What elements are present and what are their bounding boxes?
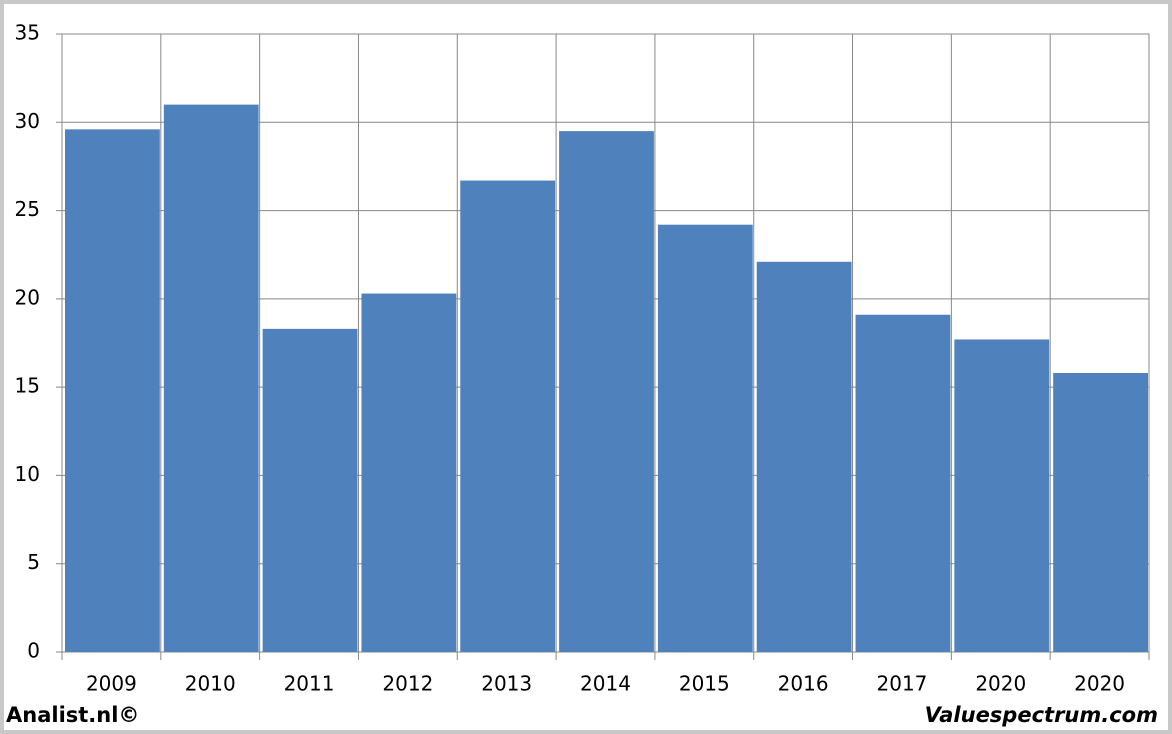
- bar: [361, 293, 457, 652]
- bar: [954, 339, 1050, 652]
- x-tick-label: 2017: [877, 672, 928, 696]
- y-tick-label: 0: [27, 639, 40, 663]
- y-tick-label: 10: [15, 462, 40, 486]
- y-tick-label: 35: [15, 21, 40, 45]
- bar: [262, 328, 358, 652]
- x-tick-label: 2016: [778, 672, 829, 696]
- x-tick-label: 2011: [284, 672, 335, 696]
- bar: [657, 224, 753, 652]
- x-tick-label: 2012: [382, 672, 433, 696]
- y-tick-label: 30: [15, 109, 40, 133]
- bar: [163, 104, 259, 653]
- footer-right: Valuespectrum.com: [925, 703, 1158, 727]
- x-tick-label: 2014: [580, 672, 631, 696]
- y-tick-label: 20: [15, 285, 40, 309]
- bar: [855, 314, 951, 652]
- bar: [65, 129, 160, 652]
- y-tick-label: 25: [15, 197, 40, 221]
- footer-left: Analist.nl©: [6, 703, 139, 727]
- x-tick-label: 2010: [185, 672, 236, 696]
- x-tick-label: 2020: [975, 672, 1026, 696]
- bar: [1053, 373, 1148, 652]
- bar: [559, 131, 654, 653]
- x-tick-label: 2020: [1074, 672, 1125, 696]
- bar: [756, 261, 852, 652]
- x-tick-label: 2009: [86, 672, 137, 696]
- y-tick-label: 5: [27, 550, 40, 574]
- x-tick-label: 2015: [679, 672, 730, 696]
- bar: [460, 180, 556, 652]
- x-tick-label: 2013: [481, 672, 532, 696]
- y-tick-label: 15: [15, 374, 40, 398]
